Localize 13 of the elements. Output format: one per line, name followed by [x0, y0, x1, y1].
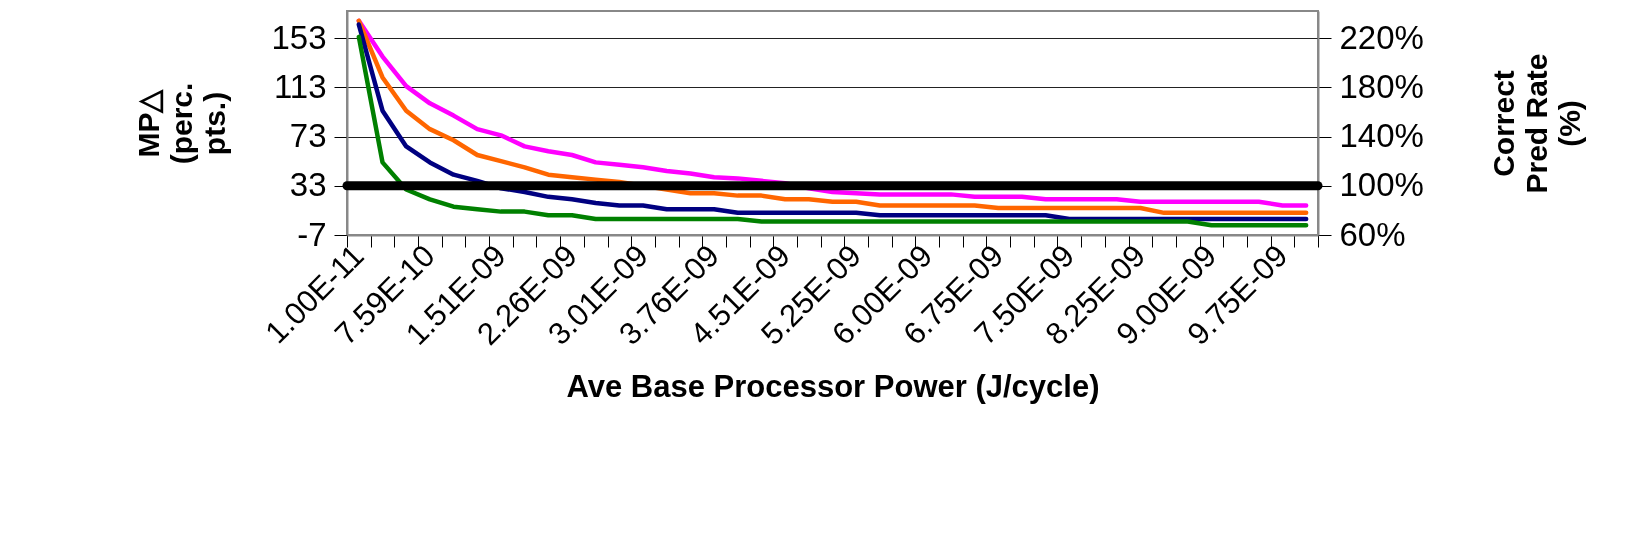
y-tick-label: 33: [289, 166, 327, 204]
y2-tick-label: 60%: [1339, 215, 1406, 253]
y-tick-label: 113: [273, 67, 327, 105]
y2-tick-label: 100%: [1339, 166, 1424, 204]
y-tick-label: 73: [289, 117, 327, 155]
y-axis-title: MP△ (perc. pts.): [132, 82, 232, 165]
y2-tick-label: 140%: [1339, 117, 1424, 155]
y2-axis-title: Correct Pred Rate (%): [1486, 53, 1586, 194]
y-tick-label: -7: [297, 215, 327, 253]
x-axis-title: Ave Base Processor Power (J/cycle): [566, 369, 1100, 405]
y-tick-label: 153: [271, 18, 327, 56]
y2-tick-label: 220%: [1339, 18, 1424, 56]
y2-tick-label: 180%: [1339, 67, 1424, 105]
